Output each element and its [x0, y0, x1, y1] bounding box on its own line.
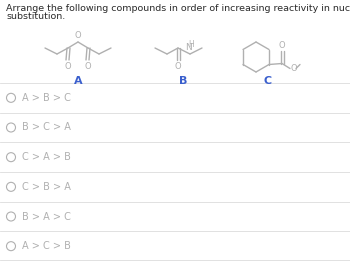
- Text: A: A: [74, 76, 82, 86]
- Text: O: O: [291, 64, 298, 73]
- Text: A > C > B: A > C > B: [22, 241, 71, 251]
- Text: O: O: [75, 31, 81, 40]
- Text: B > A > C: B > A > C: [22, 211, 71, 222]
- Text: C > B > A: C > B > A: [22, 182, 71, 192]
- Text: O: O: [65, 62, 71, 71]
- Text: Arrange the following compounds in order of increasing reactivity in nucleophili: Arrange the following compounds in order…: [6, 4, 350, 13]
- Text: O: O: [279, 40, 285, 50]
- Text: C > A > B: C > A > B: [22, 152, 71, 162]
- Text: N: N: [186, 43, 192, 52]
- Text: B > C > A: B > C > A: [22, 122, 71, 133]
- Text: H: H: [188, 40, 194, 49]
- Text: A > B > C: A > B > C: [22, 93, 71, 103]
- Text: O: O: [175, 62, 181, 71]
- Text: B: B: [179, 76, 187, 86]
- Text: O: O: [85, 62, 91, 71]
- Text: C: C: [264, 76, 272, 86]
- Text: substitution.: substitution.: [6, 12, 65, 21]
